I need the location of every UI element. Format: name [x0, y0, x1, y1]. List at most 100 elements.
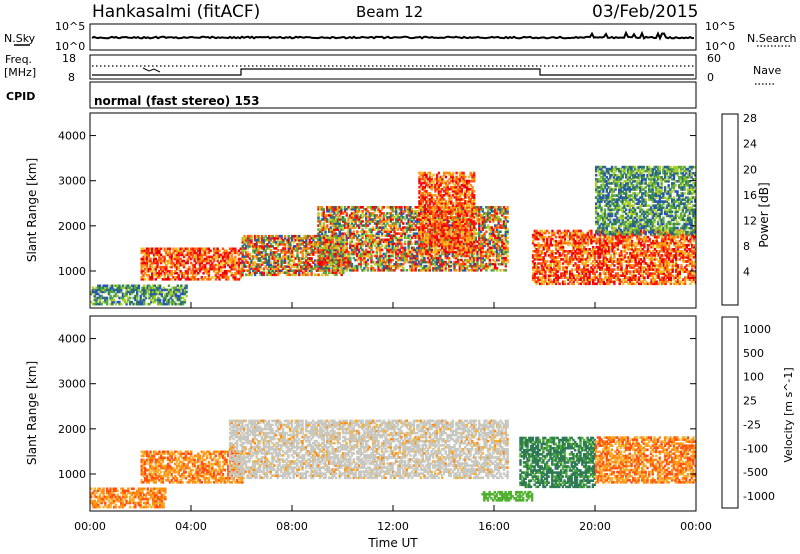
- power-echo-cell: [471, 240, 474, 244]
- power-echo-cell: [177, 267, 180, 271]
- power-echo-cell: [370, 264, 373, 268]
- power-echo-cell: [410, 266, 414, 270]
- power-echo-cell: [97, 302, 100, 306]
- power-echo-cell: [163, 273, 166, 277]
- power-echo-cell: [113, 300, 116, 304]
- power-echo-cell: [334, 222, 338, 225]
- power-echo-cell: [434, 214, 437, 217]
- power-echo-cell: [443, 226, 446, 230]
- power-echo-cell: [144, 296, 148, 300]
- power-echo-cell: [456, 206, 460, 209]
- power-echo-cell: [327, 206, 331, 209]
- power-echo-cell: [421, 254, 424, 258]
- power-echo-cell: [170, 273, 173, 277]
- power-echo-cell: [301, 255, 304, 258]
- power-echo-cell: [439, 260, 442, 264]
- power-echo-cell: [435, 236, 439, 240]
- power-echo-cell: [446, 240, 449, 244]
- power-echo-cell: [425, 234, 428, 238]
- power-echo-cell: [305, 245, 308, 248]
- power-echo-cell: [421, 240, 424, 244]
- power-echo-cell: [329, 256, 332, 260]
- power-echo-cell: [506, 248, 509, 252]
- power-echo-cell: [486, 238, 490, 242]
- power-echo-cell: [448, 220, 451, 223]
- power-echo-cell: [319, 259, 322, 262]
- power-echo-cell: [448, 244, 451, 248]
- power-echo-cell: [497, 206, 500, 209]
- power-echo-cell: [357, 234, 361, 237]
- power-echo-cell: [451, 216, 455, 219]
- power-echo-cell: [416, 250, 419, 254]
- power-echo-cell: [428, 254, 431, 258]
- power-echo-cell: [363, 256, 366, 260]
- power-echo-cell: [197, 253, 200, 257]
- power-echo-cell: [403, 234, 407, 237]
- power-echo-cell: [388, 256, 391, 260]
- power-echo-cell: [501, 240, 504, 244]
- power-echo-cell: [193, 251, 196, 255]
- power-echo-cell: [315, 261, 319, 264]
- power-echo-cell: [439, 198, 442, 201]
- power-echo-cell: [204, 253, 207, 257]
- power-echo-cell: [278, 234, 281, 238]
- power-echo-cell: [331, 210, 334, 213]
- power-echo-cell: [478, 212, 481, 215]
- power-echo-cell: [409, 238, 412, 242]
- power-echo-cell: [154, 257, 157, 261]
- power-echo-cell: [473, 228, 476, 232]
- power-echo-cell: [252, 271, 255, 274]
- power-echo-cell: [462, 175, 465, 179]
- power-echo-cell: [462, 238, 465, 242]
- power-echo-cell: [379, 262, 382, 266]
- power-echo-cell: [382, 228, 385, 231]
- power-echo-cell: [441, 216, 444, 219]
- power-echo-cell: [186, 259, 189, 263]
- power-echo-cell: [234, 255, 237, 259]
- power-echo-cell: [375, 232, 378, 235]
- power-echo-cell: [485, 242, 488, 246]
- power-echo-cell: [198, 269, 202, 273]
- power-echo-cell: [535, 270, 538, 273]
- power-echo-cell: [216, 255, 219, 259]
- power-echo-cell: [269, 238, 273, 242]
- power-echo-cell: [200, 278, 203, 281]
- power-echo-cell: [437, 230, 441, 234]
- power-echo-cell: [377, 260, 380, 264]
- power-echo-cell: [439, 230, 442, 234]
- power-echo-cell: [407, 248, 410, 252]
- power-echo-cell: [448, 224, 451, 227]
- power-echo-cell: [209, 265, 212, 269]
- power-echo-cell: [474, 244, 477, 248]
- power-echo-cell: [486, 206, 490, 209]
- power-echo-cell: [322, 250, 325, 254]
- power-echo-cell: [213, 257, 216, 261]
- power-echo-cell: [180, 286, 183, 290]
- power-echo-cell: [255, 251, 258, 254]
- power-echo-cell: [451, 228, 454, 231]
- power-echo-cell: [458, 226, 462, 230]
- power-echo-cell: [464, 266, 467, 270]
- power-echo-cell: [154, 249, 157, 253]
- power-echo-cell: [315, 241, 319, 244]
- power-echo-cell: [412, 260, 416, 264]
- power-echo-cell: [278, 271, 281, 274]
- power-echo-cell: [299, 251, 303, 254]
- power-echo-cell: [430, 236, 433, 240]
- power-echo-cell: [153, 298, 156, 302]
- power-echo-cell: [214, 278, 218, 281]
- power-echo-cell: [384, 254, 387, 258]
- power-echo-cell: [118, 296, 121, 300]
- power-echo-cell: [299, 236, 303, 240]
- power-echo-cell: [450, 216, 453, 219]
- power-echo-cell: [483, 254, 486, 258]
- power-echo-cell: [105, 286, 109, 290]
- power-echo-cell: [396, 266, 400, 270]
- power-echo-cell: [326, 254, 329, 258]
- power-echo-cell: [262, 245, 266, 248]
- power-echo-cell: [148, 294, 151, 298]
- power-echo-cell: [188, 249, 191, 253]
- power-echo-cell: [343, 250, 347, 254]
- power-echo-cell: [435, 224, 439, 228]
- power-echo-cell: [420, 222, 423, 226]
